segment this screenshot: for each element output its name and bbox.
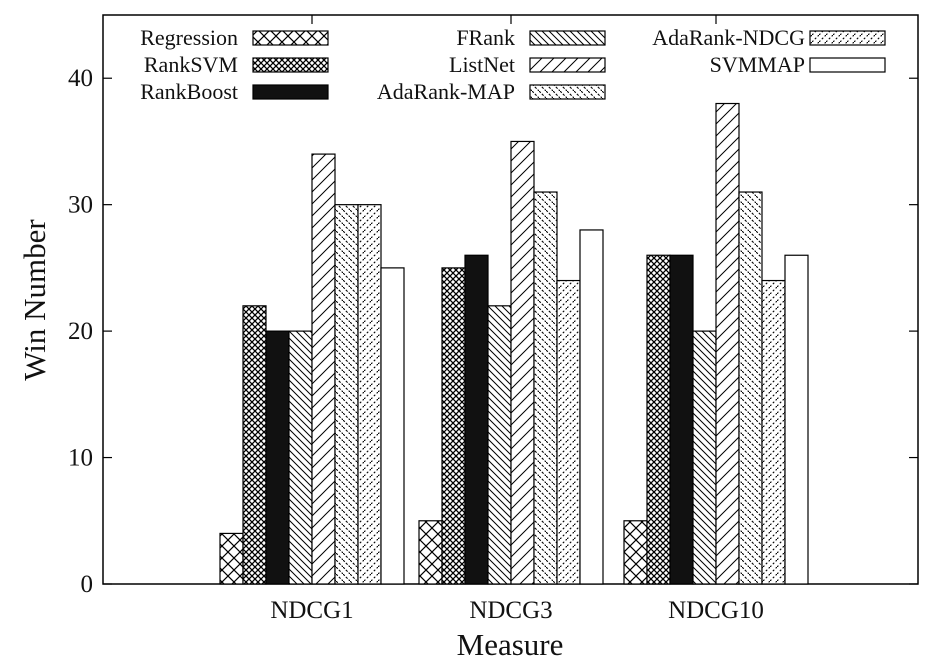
legend: RegressionRankSVMRankBoostFRankListNetAd… bbox=[140, 25, 886, 104]
legend-swatch-adarank-ndcg bbox=[809, 30, 886, 46]
bar-svmmap-ndcg10 bbox=[784, 254, 809, 585]
bar-adarank-ndcg-ndcg1 bbox=[357, 204, 382, 585]
bar-ranksvm-ndcg3 bbox=[441, 267, 466, 585]
y-tick-label-20: 20 bbox=[68, 318, 93, 345]
bar-svmmap-ndcg1 bbox=[380, 267, 405, 585]
legend-label-rankboost: RankBoost bbox=[140, 79, 238, 104]
legend-swatch-listnet bbox=[529, 57, 606, 73]
y-tick-label-0: 0 bbox=[81, 571, 94, 598]
legend-label-listnet: ListNet bbox=[449, 52, 515, 77]
bar-rankboost-ndcg10 bbox=[669, 254, 694, 585]
bar-frank-ndcg3 bbox=[487, 305, 512, 585]
x-tick-label-ndcg1: NDCG1 bbox=[270, 597, 353, 624]
legend-label-svmmap: SVMMAP bbox=[710, 52, 805, 77]
x-tick-label-ndcg3: NDCG3 bbox=[469, 597, 552, 624]
bar-ranksvm-ndcg1 bbox=[242, 305, 267, 585]
bar-rankboost-ndcg1 bbox=[265, 330, 290, 585]
y-axis-label: Win Number bbox=[17, 219, 52, 381]
legend-swatch-regression bbox=[252, 30, 329, 46]
x-axis: NDCG1 NDCG3 NDCG10 bbox=[270, 15, 764, 624]
legend-swatch-svmmap bbox=[809, 57, 886, 73]
y-axis: 0 10 20 30 40 bbox=[68, 65, 918, 598]
bar-ranksvm-ndcg10 bbox=[646, 254, 671, 585]
bar-regression-ndcg1 bbox=[219, 532, 244, 585]
bar-adarank-ndcg-ndcg10 bbox=[761, 279, 786, 585]
legend-swatch-adarank-map bbox=[529, 84, 606, 100]
legend-label-regression: Regression bbox=[140, 25, 238, 50]
x-axis-label: Measure bbox=[457, 627, 564, 662]
y-tick-label-30: 30 bbox=[68, 192, 93, 219]
legend-swatch-ranksvm bbox=[252, 57, 329, 73]
y-tick-label-40: 40 bbox=[68, 65, 93, 92]
legend-swatch-frank bbox=[529, 30, 606, 46]
bar-adarank-ndcg-ndcg3 bbox=[556, 279, 581, 585]
y-tick-label-10: 10 bbox=[68, 445, 93, 472]
bar-frank-ndcg10 bbox=[692, 330, 717, 585]
legend-label-ranksvm: RankSVM bbox=[144, 52, 238, 77]
bar-adarank-map-ndcg1 bbox=[334, 204, 359, 585]
bar-listnet-ndcg1 bbox=[311, 153, 336, 585]
legend-swatch-rankboost bbox=[252, 84, 329, 100]
bar-regression-ndcg3 bbox=[418, 520, 443, 585]
legend-label-adarank-ndcg: AdaRank-NDCG bbox=[652, 25, 805, 50]
x-tick-label-ndcg10: NDCG10 bbox=[668, 597, 764, 624]
bar-regression-ndcg10 bbox=[623, 520, 648, 585]
legend-label-frank: FRank bbox=[456, 25, 515, 50]
bar-listnet-ndcg3 bbox=[510, 140, 535, 585]
legend-label-adarank-map: AdaRank-MAP bbox=[377, 79, 515, 104]
bar-listnet-ndcg10 bbox=[715, 102, 740, 585]
bar-adarank-map-ndcg3 bbox=[533, 191, 558, 585]
bar-rankboost-ndcg3 bbox=[464, 254, 489, 585]
bar-frank-ndcg1 bbox=[288, 330, 313, 585]
bar-series-group bbox=[219, 102, 809, 585]
bar-svmmap-ndcg3 bbox=[579, 229, 604, 585]
bar-adarank-map-ndcg10 bbox=[738, 191, 763, 585]
